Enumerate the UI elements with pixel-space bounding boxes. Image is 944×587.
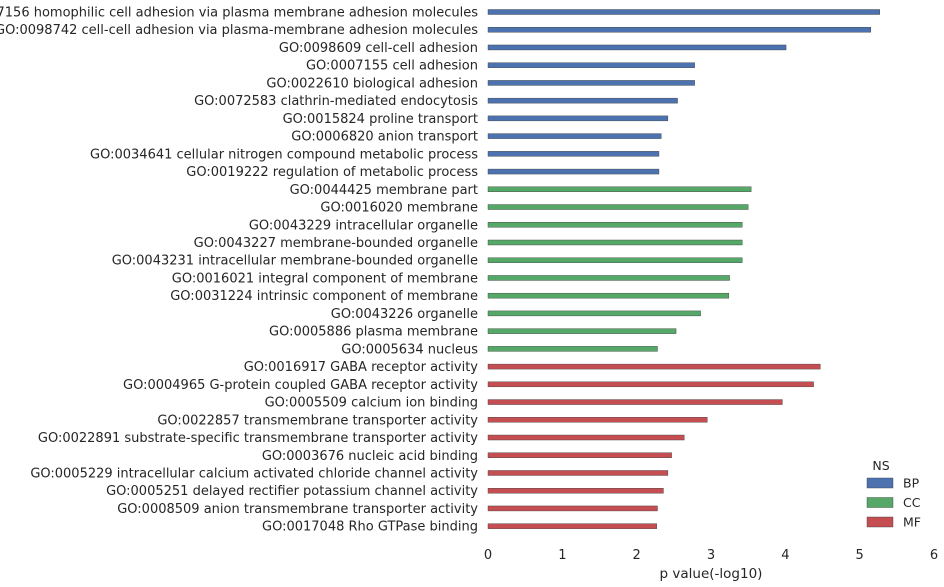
legend-swatch <box>866 497 894 508</box>
x-tick-label: 1 <box>558 548 566 563</box>
legend-label: BP <box>903 476 920 491</box>
bar <box>487 222 743 228</box>
category-label: GO:0043229 intracellular organelle <box>249 218 478 233</box>
category-label: GO:0022857 transmembrane transporter act… <box>157 413 478 428</box>
category-label: GO:0098742 cell-cell adhesion via plasma… <box>0 23 478 38</box>
bar <box>487 310 701 317</box>
category-label: GO:0016020 membrane <box>320 201 478 216</box>
bar <box>487 44 787 51</box>
bar <box>487 328 677 334</box>
bar <box>487 9 880 15</box>
bar <box>487 168 660 175</box>
category-label: GO:0006820 anion transport <box>291 130 478 145</box>
legend-swatch <box>866 477 894 489</box>
bar <box>487 97 678 104</box>
bar <box>487 275 730 281</box>
x-tick-label: 2 <box>633 548 641 563</box>
category-label: GO:0007156 homophilic cell adhesion via … <box>0 6 478 21</box>
x-tick-label: 0 <box>484 548 492 563</box>
legend-items: BP CC MF <box>866 476 921 530</box>
category-label: GO:0008509 anion transmembrane transport… <box>117 502 478 517</box>
category-label: GO:0005634 nucleus <box>341 342 478 357</box>
bar <box>487 417 708 423</box>
category-label: GO:0022891 substrate-specific transmembr… <box>38 431 478 446</box>
x-axis-label: p value(-log10) <box>660 566 763 582</box>
legend-label: MF <box>903 515 921 530</box>
category-label: GO:0017048 Rho GTPase binding <box>262 520 478 535</box>
bar <box>487 115 669 122</box>
bar <box>487 292 730 299</box>
bar <box>487 399 783 405</box>
category-label: GO:0098609 cell-cell adhesion <box>279 41 478 56</box>
category-label: GO:0005229 intracellular calcium activat… <box>30 466 478 481</box>
category-label: GO:0022610 biological adhesion <box>266 76 478 91</box>
bar <box>487 239 743 246</box>
category-label: GO:0005251 delayed rectifier potassium c… <box>106 484 478 499</box>
x-tick-label: 6 <box>930 548 938 563</box>
bar <box>487 62 695 68</box>
bar <box>487 505 658 512</box>
bar <box>487 80 695 86</box>
category-label: GO:0005509 calcium ion binding <box>265 396 478 411</box>
x-axis: 0 1 2 3 4 5 6 p value(-log10) <box>484 548 938 582</box>
bar <box>487 470 669 476</box>
bar <box>487 434 685 441</box>
category-label: GO:0072583 clathrin-mediated endocytosis <box>194 94 478 109</box>
bar <box>487 186 752 193</box>
bar <box>487 27 872 33</box>
bar <box>487 363 821 370</box>
legend: NS BP CC MF <box>866 458 921 530</box>
bar <box>487 488 664 494</box>
category-label: GO:0043227 membrane-bounded organelle <box>194 236 478 251</box>
category-label: GO:0031224 intrinsic component of membra… <box>170 289 478 304</box>
bar <box>487 204 749 210</box>
legend-title: NS <box>872 458 889 473</box>
bars-layer <box>487 9 880 529</box>
bar <box>487 381 814 388</box>
legend-label: CC <box>903 495 921 510</box>
category-label: GO:0003676 nucleic acid binding <box>262 449 478 464</box>
category-label: GO:0007155 cell adhesion <box>306 59 478 74</box>
category-label: GO:0044425 membrane part <box>290 183 478 198</box>
category-label: GO:0019222 regulation of metabolic proce… <box>186 165 478 180</box>
category-label: GO:0015824 proline transport <box>283 112 478 127</box>
category-label: GO:0016021 integral component of membran… <box>172 271 478 286</box>
category-labels: GO:0007156 homophilic cell adhesion via … <box>0 6 478 535</box>
x-tick-labels: 0 1 2 3 4 5 6 <box>484 548 938 563</box>
category-label: GO:0043226 organelle <box>331 307 478 322</box>
x-tick-label: 5 <box>856 548 864 563</box>
bar <box>487 257 743 263</box>
category-label: GO:0043231 intracellular membrane-bounde… <box>112 254 478 269</box>
x-tick-label: 4 <box>781 548 789 563</box>
category-label: GO:0034641 cellular nitrogen compound me… <box>90 147 478 162</box>
x-tick-label: 3 <box>707 548 715 563</box>
category-label: GO:0005886 plasma membrane <box>269 325 478 340</box>
legend-swatch <box>866 516 894 528</box>
category-label: GO:0004965 G-protein coupled GABA recept… <box>123 378 478 393</box>
bar <box>487 151 660 157</box>
category-label: GO:0016917 GABA receptor activity <box>244 360 479 375</box>
bar <box>487 452 672 458</box>
bar <box>487 133 662 139</box>
bar <box>487 523 657 529</box>
bar <box>487 346 658 352</box>
